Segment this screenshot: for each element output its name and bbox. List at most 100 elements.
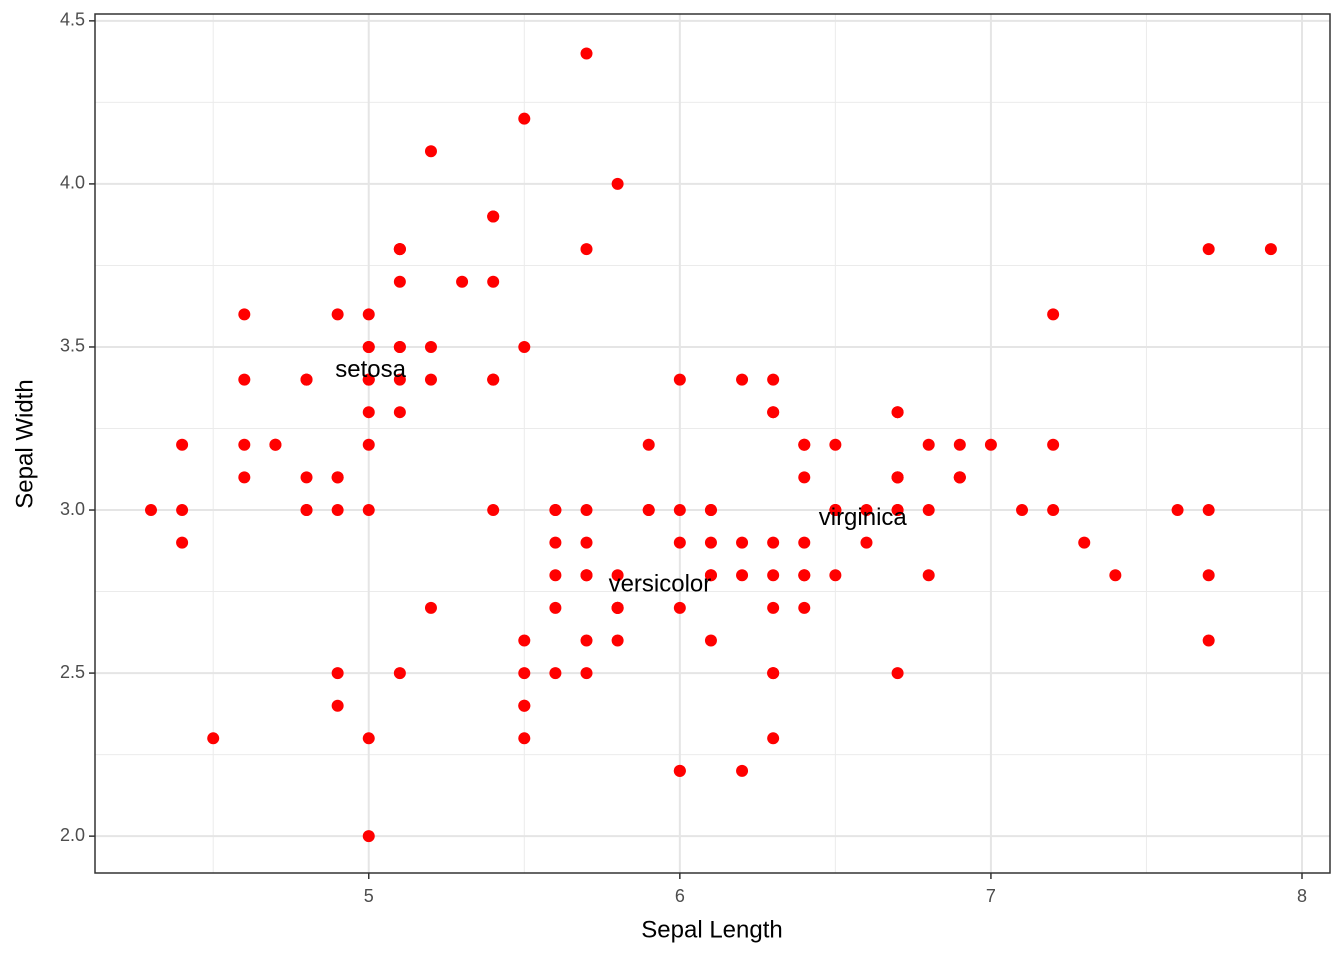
point <box>580 243 593 256</box>
point <box>798 438 811 451</box>
point <box>1202 569 1215 582</box>
point <box>798 471 811 484</box>
point <box>362 406 375 419</box>
point <box>1047 504 1060 517</box>
point <box>362 308 375 321</box>
point <box>891 504 904 517</box>
point <box>176 536 189 549</box>
point <box>673 601 686 614</box>
point <box>300 504 313 517</box>
point <box>518 699 531 712</box>
point <box>580 667 593 680</box>
point <box>736 764 749 777</box>
y-axis-title: Sepal Width <box>11 379 38 508</box>
point <box>362 732 375 745</box>
point <box>362 504 375 517</box>
point <box>704 634 717 647</box>
plot-background <box>95 14 1330 873</box>
point <box>300 373 313 386</box>
y-tick-label: 2.5 <box>60 662 85 682</box>
x-tick-label: 6 <box>675 886 685 906</box>
point <box>611 569 624 582</box>
point <box>393 373 406 386</box>
point <box>798 569 811 582</box>
point <box>518 667 531 680</box>
point <box>549 601 562 614</box>
point <box>238 373 251 386</box>
point <box>176 438 189 451</box>
point <box>860 536 873 549</box>
point <box>736 536 749 549</box>
y-tick-label: 2.0 <box>60 825 85 845</box>
point <box>238 471 251 484</box>
point <box>238 308 251 321</box>
point <box>611 601 624 614</box>
point <box>642 438 655 451</box>
y-tick-label: 3.5 <box>60 336 85 356</box>
point <box>767 373 780 386</box>
point <box>518 732 531 745</box>
point <box>1109 569 1122 582</box>
point <box>611 177 624 190</box>
point <box>736 569 749 582</box>
point <box>362 340 375 353</box>
point <box>487 275 500 288</box>
point <box>798 601 811 614</box>
point <box>393 340 406 353</box>
point <box>829 504 842 517</box>
point <box>518 634 531 647</box>
annotation: versicolor <box>609 570 712 597</box>
point <box>1016 504 1029 517</box>
plot-border <box>94 13 1331 874</box>
point <box>580 569 593 582</box>
point <box>393 275 406 288</box>
point <box>487 504 500 517</box>
point <box>704 569 717 582</box>
point <box>953 471 966 484</box>
point <box>580 504 593 517</box>
x-axis-title: Sepal Length <box>641 916 782 943</box>
point <box>487 210 500 223</box>
point <box>673 504 686 517</box>
annotation: virginica <box>819 504 908 531</box>
x-tick-label: 8 <box>1297 886 1307 906</box>
point <box>922 504 935 517</box>
point <box>549 667 562 680</box>
point <box>891 471 904 484</box>
point <box>456 275 469 288</box>
point <box>673 536 686 549</box>
point <box>331 471 344 484</box>
point <box>984 438 997 451</box>
point <box>424 340 437 353</box>
point <box>829 438 842 451</box>
point <box>424 145 437 158</box>
point <box>1047 308 1060 321</box>
point <box>953 438 966 451</box>
point <box>767 667 780 680</box>
point <box>549 569 562 582</box>
point <box>331 699 344 712</box>
point <box>891 667 904 680</box>
point <box>393 406 406 419</box>
point <box>144 504 157 517</box>
point <box>1202 243 1215 256</box>
point <box>767 536 780 549</box>
point <box>767 406 780 419</box>
point <box>549 504 562 517</box>
point <box>767 732 780 745</box>
point <box>673 373 686 386</box>
point <box>238 438 251 451</box>
point <box>922 569 935 582</box>
point <box>1202 504 1215 517</box>
point <box>424 373 437 386</box>
point <box>767 601 780 614</box>
point <box>704 504 717 517</box>
point <box>580 536 593 549</box>
point <box>860 504 873 517</box>
point <box>891 406 904 419</box>
point <box>518 340 531 353</box>
point <box>673 764 686 777</box>
point <box>580 47 593 60</box>
